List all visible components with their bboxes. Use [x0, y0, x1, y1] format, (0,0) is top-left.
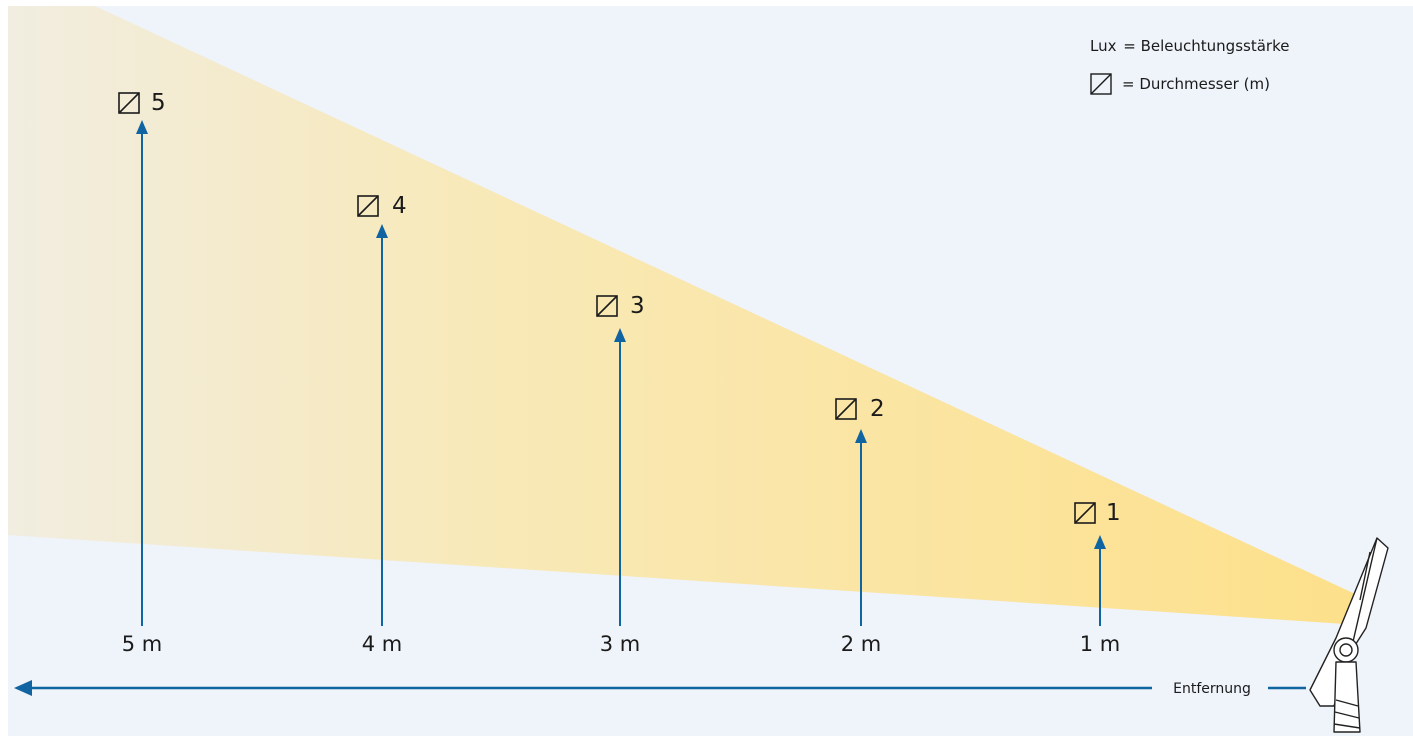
distance-label: 2 m [841, 632, 882, 656]
ground-spike-rib [1333, 723, 1361, 729]
ground-spike-rib [1335, 699, 1359, 707]
distance-label: 5 m [122, 632, 163, 656]
legend-lux-symbol: Lux [1090, 37, 1117, 55]
distance-label: 4 m [362, 632, 403, 656]
diameter-arrow-head [855, 429, 867, 443]
diameter-value: 5 [151, 90, 166, 116]
axis-arrow-head [14, 680, 32, 696]
floodlight-fixture-icon [1309, 537, 1389, 733]
diameter-icon-slash [1074, 502, 1096, 524]
diameter-icon [1074, 502, 1096, 524]
distance-axis: Entfernung [14, 680, 1306, 697]
diameter-arrow-head [376, 224, 388, 238]
diameter-icon-slash [596, 295, 618, 317]
light-beam [8, 6, 1368, 625]
legend-lux: Lux = Beleuchtungsstärke [1090, 37, 1289, 55]
legend: Lux = Beleuchtungsstärke = Durchmesser (… [1090, 37, 1289, 95]
diameter-arrow-head [1094, 535, 1106, 549]
diameter-arrow-head [614, 328, 626, 342]
marker-5m: 5 5 m [118, 90, 166, 656]
ground-spike-rib [1334, 711, 1360, 719]
diameter-value: 2 [870, 396, 885, 422]
legend-diameter-text: = Durchmesser (m) [1122, 75, 1270, 93]
diameter-markers: 5 5 m 4 4 m 3 3 m [118, 90, 1121, 656]
lamp-head-edge [1359, 551, 1371, 601]
legend-lux-text: = Beleuchtungsstärke [1123, 37, 1289, 55]
diameter-icon-slash [118, 92, 140, 114]
diameter-icon [118, 92, 140, 114]
legend-diameter-icon [1090, 73, 1112, 95]
diameter-value: 3 [630, 293, 645, 319]
axis-label: Entfernung [1173, 681, 1251, 697]
marker-3m: 3 3 m [596, 293, 645, 656]
diameter-icon-slash [357, 195, 379, 217]
diameter-value: 4 [392, 193, 407, 219]
diameter-value: 1 [1106, 500, 1121, 526]
distance-label: 3 m [600, 632, 641, 656]
diameter-icon [835, 398, 857, 420]
ground-spike [1333, 661, 1361, 733]
legend-diameter-icon-slash [1090, 73, 1112, 95]
hinge-knob-inner [1339, 643, 1353, 657]
diameter-icon [596, 295, 618, 317]
diameter-icon [357, 195, 379, 217]
marker-2m: 2 2 m [835, 396, 885, 656]
marker-1m: 1 1 m [1074, 500, 1121, 656]
lamp-head-front [1351, 537, 1378, 647]
diameter-arrow-head [136, 120, 148, 134]
marker-4m: 4 4 m [357, 193, 407, 656]
lamp-head [1309, 537, 1389, 707]
diameter-icon-slash [835, 398, 857, 420]
distance-label: 1 m [1080, 632, 1121, 656]
